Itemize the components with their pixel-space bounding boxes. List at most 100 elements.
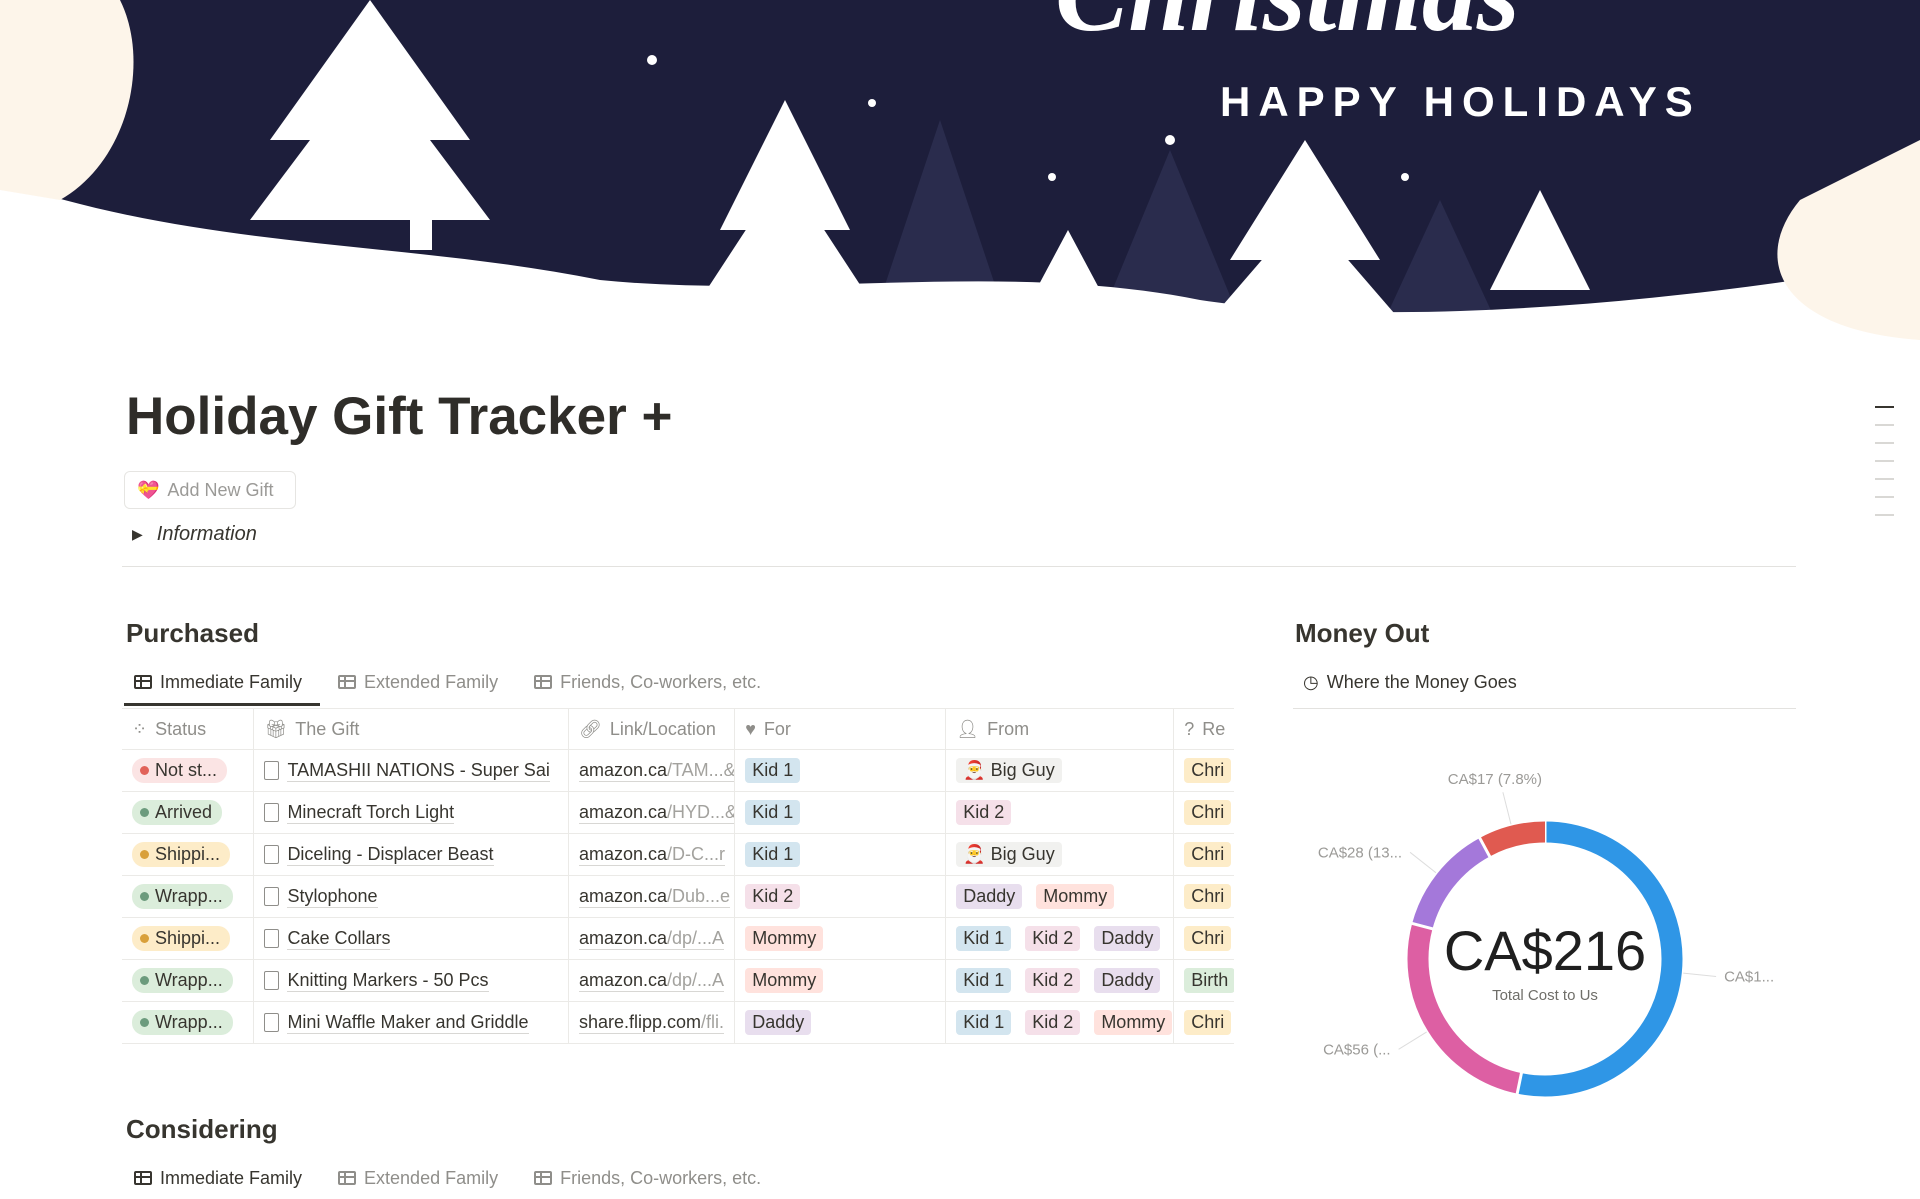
status-badge[interactable]: Shippi... xyxy=(132,842,231,867)
tag[interactable]: Mommy xyxy=(1036,884,1115,909)
table-row[interactable]: Wrapp... Knitting Markers - 50 Pcs amazo… xyxy=(122,960,1234,1002)
tag[interactable]: Kid 1 xyxy=(956,968,1012,993)
tab-where-money-goes[interactable]: ◷ Where the Money Goes xyxy=(1295,662,1525,702)
link-cell[interactable]: amazon.ca/dp/...A xyxy=(569,960,736,1001)
url-link[interactable]: share.flipp.com/fli. xyxy=(578,1012,725,1034)
tag[interactable]: Kid 1 xyxy=(956,1010,1012,1035)
tag[interactable]: Daddy xyxy=(1094,968,1161,993)
gift-cell[interactable]: Mini Waffle Maker and Griddle xyxy=(254,1002,569,1043)
status-badge[interactable]: Arrived xyxy=(132,800,223,825)
status-cell[interactable]: Wrapp... xyxy=(122,1002,255,1043)
tag[interactable]: Kid 1 xyxy=(956,926,1012,951)
tab-friends-coworkers[interactable]: Friends, Co-workers, etc. xyxy=(526,1158,769,1198)
status-badge[interactable]: Wrapp... xyxy=(132,884,233,909)
for-cell[interactable]: Mommy xyxy=(735,918,947,959)
tag[interactable]: 🎅 Big Guy xyxy=(956,758,1062,783)
reason-tag[interactable]: Chri xyxy=(1184,758,1232,783)
url-link[interactable]: amazon.ca/D-C...r xyxy=(578,844,726,866)
url-link[interactable]: amazon.ca/HYD...& xyxy=(578,802,735,824)
gift-cell[interactable]: Knitting Markers - 50 Pcs xyxy=(254,960,569,1001)
for-cell[interactable]: Kid 2 xyxy=(735,876,947,917)
status-cell[interactable]: Shippi... xyxy=(122,834,255,875)
for-cell[interactable]: Daddy xyxy=(735,1002,947,1043)
column-status[interactable]: ⁘ Status xyxy=(122,709,255,749)
tag[interactable]: Kid 2 xyxy=(1025,926,1081,951)
tag[interactable]: Kid 1 xyxy=(745,758,801,783)
url-link[interactable]: amazon.ca/dp/...A xyxy=(578,970,725,992)
table-row[interactable]: Wrapp... Mini Waffle Maker and Griddle s… xyxy=(122,1002,1234,1044)
status-cell[interactable]: Wrapp... xyxy=(122,960,255,1001)
table-row[interactable]: Wrapp... Stylophone amazon.ca/Dub...e Ki… xyxy=(122,876,1234,918)
reason-tag[interactable]: Chri xyxy=(1184,926,1232,951)
donut-slice[interactable] xyxy=(1479,821,1546,857)
for-cell[interactable]: Kid 1 xyxy=(735,834,947,875)
link-cell[interactable]: amazon.ca/HYD...& xyxy=(569,792,736,833)
status-cell[interactable]: Not st... xyxy=(122,750,255,791)
gift-link[interactable]: TAMASHII NATIONS - Super Sai xyxy=(287,759,550,782)
column-link[interactable]: 🔗︎ Link/Location xyxy=(569,709,736,749)
information-toggle[interactable]: ▶ Information xyxy=(132,523,257,546)
status-cell[interactable]: Arrived xyxy=(122,792,255,833)
reason-cell[interactable]: Chri xyxy=(1174,876,1234,917)
status-cell[interactable]: Wrapp... xyxy=(122,876,255,917)
link-cell[interactable]: amazon.ca/Dub...e xyxy=(569,876,736,917)
gift-cell[interactable]: Minecraft Torch Light xyxy=(254,792,569,833)
gift-cell[interactable]: Cake Collars xyxy=(254,918,569,959)
reason-cell[interactable]: Chri xyxy=(1174,750,1234,791)
link-cell[interactable]: amazon.ca/dp/...A xyxy=(569,918,736,959)
table-row[interactable]: Not st... TAMASHII NATIONS - Super Sai a… xyxy=(122,750,1234,792)
from-cell[interactable]: Kid 1 Kid 2 Daddy xyxy=(946,960,1175,1001)
status-badge[interactable]: Wrapp... xyxy=(132,1010,233,1035)
tab-immediate-family[interactable]: Immediate Family xyxy=(126,1158,310,1198)
tag[interactable]: Kid 2 xyxy=(1025,968,1081,993)
table-row[interactable]: Shippi... Diceling - Displacer Beast ama… xyxy=(122,834,1234,876)
link-cell[interactable]: share.flipp.com/fli. xyxy=(569,1002,736,1043)
url-link[interactable]: amazon.ca/dp/...A xyxy=(578,928,725,950)
tab-friends-coworkers[interactable]: Friends, Co-workers, etc. xyxy=(526,662,769,702)
donut-slice[interactable] xyxy=(1517,821,1683,1097)
status-badge[interactable]: Wrapp... xyxy=(132,968,233,993)
toc-marker[interactable] xyxy=(1875,406,1894,408)
gift-link[interactable]: Stylophone xyxy=(287,885,378,908)
reason-tag[interactable]: Chri xyxy=(1184,884,1232,909)
gift-link[interactable]: Cake Collars xyxy=(287,927,391,950)
tag[interactable]: 🎅 Big Guy xyxy=(956,842,1062,867)
gift-link[interactable]: Knitting Markers - 50 Pcs xyxy=(287,969,489,992)
tag[interactable]: Daddy xyxy=(1094,926,1161,951)
tag[interactable]: Kid 1 xyxy=(745,800,801,825)
status-badge[interactable]: Shippi... xyxy=(132,926,231,951)
from-cell[interactable]: Daddy Mommy xyxy=(946,876,1175,917)
tag[interactable]: Daddy xyxy=(956,884,1023,909)
gift-cell[interactable]: TAMASHII NATIONS - Super Sai xyxy=(254,750,569,791)
for-cell[interactable]: Kid 1 xyxy=(735,792,947,833)
add-new-gift-button[interactable]: 💝 Add New Gift xyxy=(124,471,296,509)
reason-tag[interactable]: Birth xyxy=(1184,968,1234,993)
toc-marker[interactable] xyxy=(1875,460,1894,462)
donut-slice[interactable] xyxy=(1407,923,1522,1094)
reason-cell[interactable]: Chri xyxy=(1174,1002,1234,1043)
status-cell[interactable]: Shippi... xyxy=(122,918,255,959)
reason-cell[interactable]: Birth xyxy=(1174,960,1234,1001)
tab-extended-family[interactable]: Extended Family xyxy=(330,662,506,702)
table-row[interactable]: Shippi... Cake Collars amazon.ca/dp/...A… xyxy=(122,918,1234,960)
reason-tag[interactable]: Chri xyxy=(1184,1010,1232,1035)
column-reason[interactable]: ? Re xyxy=(1174,709,1234,749)
from-cell[interactable]: Kid 2 xyxy=(946,792,1175,833)
tag[interactable]: Kid 1 xyxy=(745,842,801,867)
from-cell[interactable]: 🎅 Big Guy xyxy=(946,750,1175,791)
tag[interactable]: Mommy xyxy=(745,926,824,951)
tab-extended-family[interactable]: Extended Family xyxy=(330,1158,506,1198)
url-link[interactable]: amazon.ca/TAM...& xyxy=(578,760,735,782)
gift-link[interactable]: Minecraft Torch Light xyxy=(287,801,455,824)
reason-tag[interactable]: Chri xyxy=(1184,842,1232,867)
reason-tag[interactable]: Chri xyxy=(1184,800,1232,825)
gift-cell[interactable]: Diceling - Displacer Beast xyxy=(254,834,569,875)
for-cell[interactable]: Mommy xyxy=(735,960,947,1001)
gift-cell[interactable]: Stylophone xyxy=(254,876,569,917)
url-link[interactable]: amazon.ca/Dub...e xyxy=(578,886,731,908)
column-gift[interactable]: 🎁︎ The Gift xyxy=(254,709,569,749)
tag[interactable]: Daddy xyxy=(745,1010,812,1035)
tag[interactable]: Kid 2 xyxy=(745,884,801,909)
link-cell[interactable]: amazon.ca/TAM...& xyxy=(569,750,736,791)
from-cell[interactable]: 🎅 Big Guy xyxy=(946,834,1175,875)
